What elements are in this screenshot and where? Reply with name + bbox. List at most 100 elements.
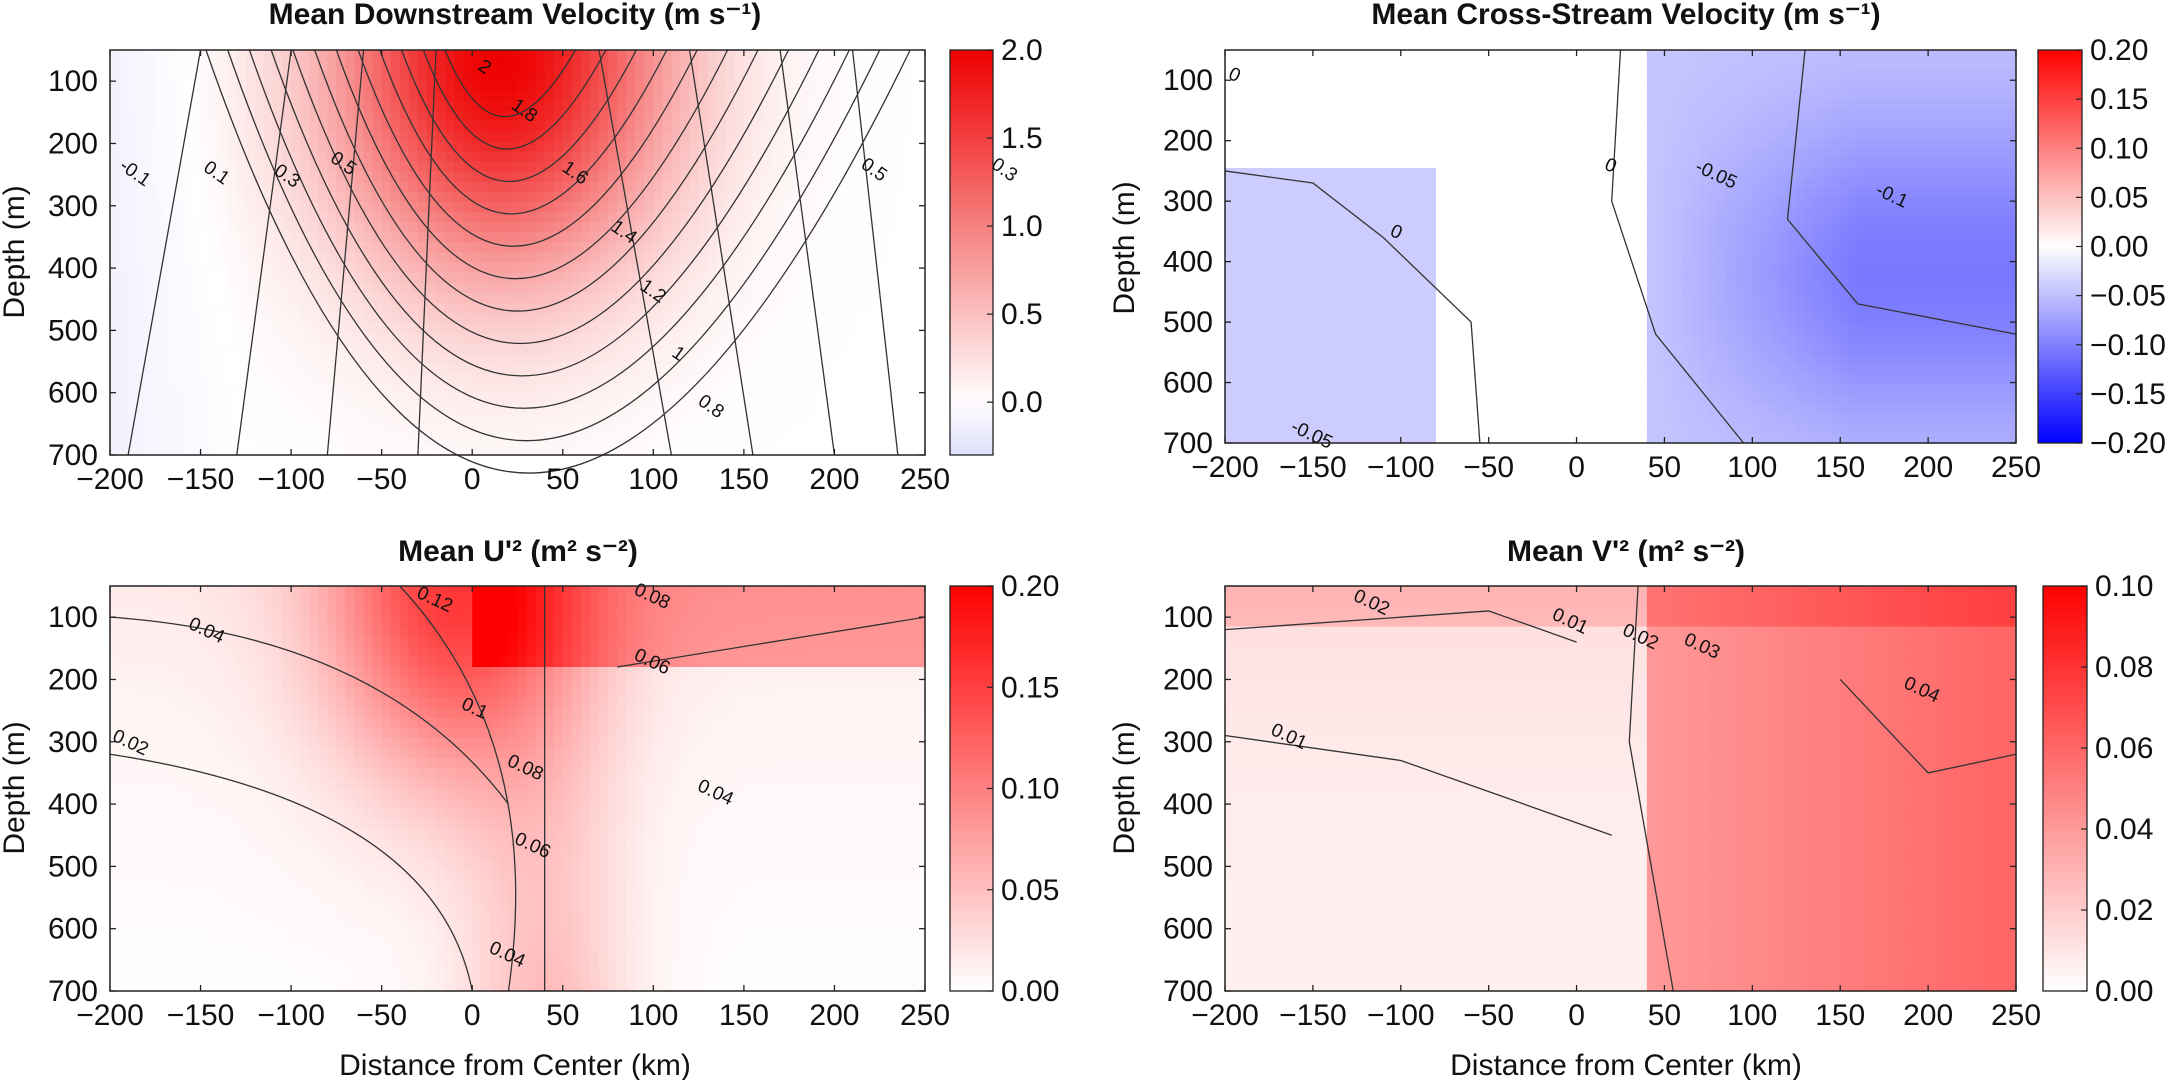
heatmap-cell: [200, 404, 211, 416]
heatmap-cell: [273, 171, 283, 183]
heatmap-cell: [906, 404, 917, 416]
heatmap-cell: [861, 353, 872, 365]
heatmap-cell: [680, 262, 691, 274]
heatmap-cell: [291, 303, 301, 314]
heatmap-cell: [173, 404, 184, 416]
heatmap-cell: [599, 444, 609, 456]
heatmap-cell: [1321, 354, 1332, 365]
heatmap-cell: [1506, 305, 1516, 316]
heatmap-cell: [1427, 403, 1437, 415]
heatmap-cell: [191, 394, 202, 405]
heatmap-cell: [1233, 99, 1244, 110]
heatmap-cell: [1304, 69, 1314, 81]
heatmap-cell: [1471, 325, 1481, 336]
heatmap-cell: [1391, 374, 1402, 385]
heatmap-cell: [508, 151, 519, 162]
heatmap-cell: [1268, 374, 1279, 385]
heatmap-cell: [445, 80, 455, 92]
heatmap-cell: [1295, 413, 1305, 424]
heatmap-cell: [408, 424, 419, 436]
heatmap-cell: [626, 333, 636, 345]
heatmap-cell: [798, 444, 808, 456]
heatmap-cell: [1365, 50, 1376, 61]
heatmap-cell: [1462, 69, 1472, 81]
heatmap-cell: [1321, 89, 1332, 100]
heatmap-cell: [263, 424, 274, 436]
heatmap-cell: [318, 282, 328, 294]
heatmap-cell: [454, 242, 464, 254]
heatmap-cell: [671, 374, 682, 385]
heatmap-cell: [915, 110, 926, 122]
heatmap-cell: [209, 212, 220, 223]
heatmap-cell: [291, 181, 301, 193]
heatmap-cell: [463, 131, 473, 142]
heatmap-cell: [716, 151, 727, 162]
heatmap-cell: [481, 151, 491, 162]
heatmap-cell: [1233, 325, 1244, 336]
heatmap-cell: [1242, 69, 1252, 81]
heatmap-cell: [870, 70, 881, 81]
heatmap-cell: [1365, 403, 1376, 415]
heatmap-cell: [816, 303, 826, 314]
heatmap-cell: [200, 201, 211, 213]
heatmap-cell: [906, 90, 917, 102]
heatmap-cell: [155, 80, 165, 92]
heatmap-cell: [617, 90, 627, 102]
heatmap-cell: [173, 424, 184, 436]
heatmap-cell: [743, 242, 754, 254]
heatmap-cell: [662, 80, 673, 92]
heatmap-cell: [906, 242, 917, 254]
heatmap-cell: [254, 424, 265, 436]
heatmap-cell: [137, 191, 147, 203]
heatmap-cell: [526, 80, 537, 92]
heatmap-cell: [472, 313, 482, 324]
heatmap-cell: [1409, 217, 1419, 228]
heatmap-cell: [399, 90, 410, 102]
heatmap-cell: [1339, 413, 1349, 424]
heatmap-cell: [553, 384, 564, 395]
heatmap-cell: [1479, 69, 1490, 81]
heatmap-cell: [553, 293, 564, 304]
heatmap-cell: [707, 201, 718, 213]
heatmap-cell: [535, 343, 546, 355]
heatmap-cell: [1330, 266, 1340, 277]
heatmap-cell: [608, 252, 618, 264]
heatmap-cell: [671, 262, 682, 274]
heatmap-cell: [707, 394, 718, 405]
heatmap-cell: [1330, 217, 1340, 228]
heatmap-cell: [1251, 177, 1261, 189]
heatmap-cell: [309, 353, 319, 365]
heatmap-cell: [390, 363, 401, 375]
heatmap-cell: [807, 161, 817, 173]
heatmap-cell: [191, 131, 202, 142]
heatmap-cell: [689, 424, 700, 436]
heatmap-cell: [1497, 128, 1507, 140]
heatmap-cell: [1400, 138, 1411, 149]
heatmap-cell: [599, 333, 609, 345]
heatmap-cell: [481, 161, 491, 173]
heatmap-cell: [445, 60, 455, 71]
heatmap-cell: [508, 131, 519, 142]
heatmap-cell: [1506, 148, 1516, 159]
heatmap-cell: [553, 444, 564, 456]
heatmap-cell: [1312, 354, 1323, 365]
heatmap-cell: [1365, 413, 1376, 424]
heatmap-cell: [472, 100, 482, 112]
heatmap-cell: [698, 100, 709, 112]
heatmap-cell: [236, 80, 247, 92]
heatmap-cell: [526, 333, 537, 345]
heatmap-cell: [915, 252, 926, 264]
heatmap-cell: [1488, 285, 1499, 297]
heatmap-cell: [1330, 433, 1340, 444]
heatmap-cell: [861, 100, 872, 112]
heatmap-cell: [653, 80, 663, 92]
heatmap-cell: [653, 171, 663, 183]
heatmap-cell: [236, 201, 247, 213]
heatmap-cell: [762, 191, 772, 203]
heatmap-cell: [599, 434, 609, 446]
heatmap-cell: [1286, 187, 1296, 198]
heatmap-cell: [599, 282, 609, 294]
heatmap-cell: [137, 424, 147, 436]
heatmap-cell: [463, 141, 473, 152]
heatmap-cell: [191, 363, 202, 375]
